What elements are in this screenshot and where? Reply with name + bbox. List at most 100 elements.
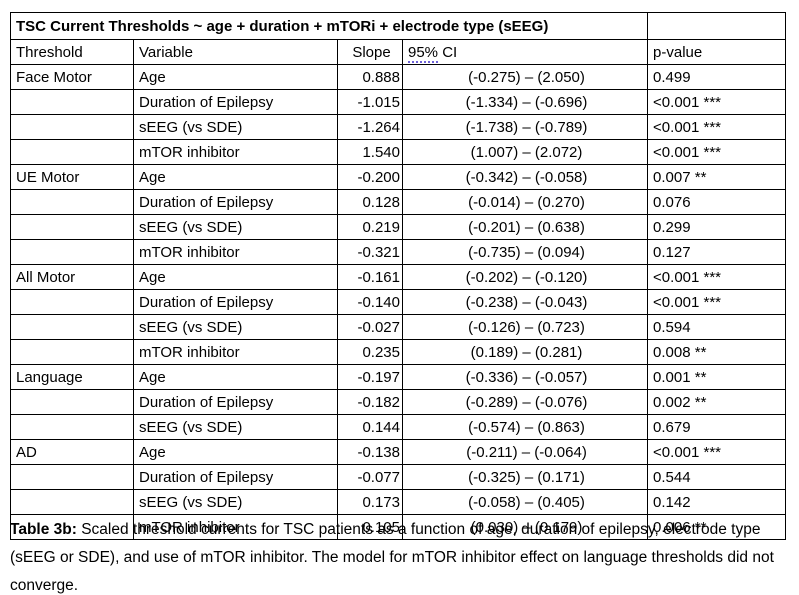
table-row: Duration of Epilepsy 0.128 (-0.014) – (0… bbox=[10, 189, 787, 215]
table-row: sEEG (vs SDE) 0.219 (-0.201) – (0.638) 0… bbox=[10, 214, 787, 240]
slope-cell: -0.182 bbox=[337, 389, 403, 415]
slope-cell: -0.197 bbox=[337, 364, 403, 390]
table-header-row: Threshold Variable Slope 95% CI p-value bbox=[10, 39, 787, 65]
threshold-cell bbox=[10, 114, 134, 140]
threshold-cell: All Motor bbox=[10, 264, 134, 290]
pvalue-cell: 0.679 bbox=[647, 414, 787, 440]
pvalue-cell: 0.007 ** bbox=[647, 164, 787, 190]
variable-cell: Age bbox=[133, 64, 338, 90]
variable-cell: mTOR inhibitor bbox=[133, 139, 338, 165]
threshold-cell bbox=[10, 339, 134, 365]
variable-cell: sEEG (vs SDE) bbox=[133, 489, 338, 515]
table-title: TSC Current Thresholds ~ age + duration … bbox=[9, 12, 649, 40]
variable-cell: sEEG (vs SDE) bbox=[133, 314, 338, 340]
variable-cell: Age bbox=[133, 439, 338, 465]
table-row: All Motor Age -0.161 (-0.202) – (-0.120)… bbox=[10, 264, 787, 290]
variable-cell: sEEG (vs SDE) bbox=[133, 414, 338, 440]
col-header-pvalue: p-value bbox=[647, 39, 787, 65]
threshold-cell bbox=[10, 389, 134, 415]
slope-cell: -0.200 bbox=[337, 164, 403, 190]
threshold-cell bbox=[10, 214, 134, 240]
slope-cell: -0.321 bbox=[337, 239, 403, 265]
pvalue-cell: 0.127 bbox=[647, 239, 787, 265]
results-table: TSC Current Thresholds ~ age + duration … bbox=[9, 12, 787, 540]
table-row: UE Motor Age -0.200 (-0.342) – (-0.058) … bbox=[10, 164, 787, 190]
threshold-cell bbox=[10, 139, 134, 165]
ci-cell: (-0.211) – (-0.064) bbox=[401, 439, 649, 465]
variable-cell: Duration of Epilepsy bbox=[133, 89, 338, 115]
slope-cell: -1.264 bbox=[337, 114, 403, 140]
table-row: mTOR inhibitor 0.235 (0.189) – (0.281) 0… bbox=[10, 339, 787, 365]
ci-underlined-text: 95% bbox=[408, 43, 439, 63]
pvalue-cell: 0.499 bbox=[647, 64, 787, 90]
pvalue-cell: <0.001 *** bbox=[647, 439, 787, 465]
variable-cell: mTOR inhibitor bbox=[133, 239, 338, 265]
threshold-cell: Face Motor bbox=[10, 64, 134, 90]
ci-cell: (-0.201) – (0.638) bbox=[401, 214, 649, 240]
pvalue-cell: 0.008 ** bbox=[647, 339, 787, 365]
col-header-variable: Variable bbox=[133, 39, 338, 65]
variable-cell: sEEG (vs SDE) bbox=[133, 214, 338, 240]
ci-cell: (-1.738) – (-0.789) bbox=[401, 114, 649, 140]
table-row: Language Age -0.197 (-0.336) – (-0.057) … bbox=[10, 364, 787, 390]
threshold-cell: Language bbox=[10, 364, 134, 390]
ci-cell: (-0.202) – (-0.120) bbox=[401, 264, 649, 290]
table-row: sEEG (vs SDE) -0.027 (-0.126) – (0.723) … bbox=[10, 314, 787, 340]
ci-cell: (0.030) – (0.179) bbox=[401, 514, 649, 540]
slope-cell: 0.105 bbox=[337, 514, 403, 540]
ci-cell: (-0.342) – (-0.058) bbox=[401, 164, 649, 190]
results-table-container: TSC Current Thresholds ~ age + duration … bbox=[9, 12, 787, 540]
caption-label: Table 3b: bbox=[10, 521, 77, 538]
table-row: sEEG (vs SDE) 0.144 (-0.574) – (0.863) 0… bbox=[10, 414, 787, 440]
slope-cell: 0.888 bbox=[337, 64, 403, 90]
slope-cell: -0.161 bbox=[337, 264, 403, 290]
threshold-cell bbox=[10, 489, 134, 515]
pvalue-cell: 0.002 ** bbox=[647, 389, 787, 415]
table-row: AD Age -0.138 (-0.211) – (-0.064) <0.001… bbox=[10, 439, 787, 465]
variable-cell: Age bbox=[133, 364, 338, 390]
table-row: Duration of Epilepsy -0.077 (-0.325) – (… bbox=[10, 464, 787, 490]
threshold-cell bbox=[10, 189, 134, 215]
slope-cell: 0.235 bbox=[337, 339, 403, 365]
slope-cell: -0.138 bbox=[337, 439, 403, 465]
ci-cell: (-0.126) – (0.723) bbox=[401, 314, 649, 340]
variable-cell: mTOR inhibitor bbox=[133, 339, 338, 365]
col-header-threshold: Threshold bbox=[10, 39, 134, 65]
pvalue-cell: 0.544 bbox=[647, 464, 787, 490]
table-row: sEEG (vs SDE) 0.173 (-0.058) – (0.405) 0… bbox=[10, 489, 787, 515]
threshold-cell bbox=[10, 414, 134, 440]
table-row: Duration of Epilepsy -1.015 (-1.334) – (… bbox=[10, 89, 787, 115]
ci-cell: (-0.289) – (-0.076) bbox=[401, 389, 649, 415]
pvalue-cell: 0.006 ** bbox=[647, 514, 787, 540]
variable-cell: Age bbox=[133, 164, 338, 190]
pvalue-cell: 0.299 bbox=[647, 214, 787, 240]
table-row: Duration of Epilepsy -0.140 (-0.238) – (… bbox=[10, 289, 787, 315]
slope-cell: -1.015 bbox=[337, 89, 403, 115]
ci-cell: (-0.014) – (0.270) bbox=[401, 189, 649, 215]
ci-cell: (-1.334) – (-0.696) bbox=[401, 89, 649, 115]
ci-cell: (-0.238) – (-0.043) bbox=[401, 289, 649, 315]
variable-cell: Duration of Epilepsy bbox=[133, 389, 338, 415]
slope-cell: -0.027 bbox=[337, 314, 403, 340]
ci-cell: (0.189) – (0.281) bbox=[401, 339, 649, 365]
table-row: sEEG (vs SDE) -1.264 (-1.738) – (-0.789)… bbox=[10, 114, 787, 140]
pvalue-cell: 0.142 bbox=[647, 489, 787, 515]
ci-cell: (-0.336) – (-0.057) bbox=[401, 364, 649, 390]
pvalue-cell: 0.594 bbox=[647, 314, 787, 340]
variable-cell: Duration of Epilepsy bbox=[133, 464, 338, 490]
pvalue-cell: <0.001 *** bbox=[647, 114, 787, 140]
pvalue-cell: <0.001 *** bbox=[647, 89, 787, 115]
pvalue-cell: <0.001 *** bbox=[647, 264, 787, 290]
pvalue-cell: 0.076 bbox=[647, 189, 787, 215]
threshold-cell bbox=[10, 89, 134, 115]
ci-cell: (-0.275) – (2.050) bbox=[401, 64, 649, 90]
table-row: Duration of Epilepsy -0.182 (-0.289) – (… bbox=[10, 389, 787, 415]
pvalue-cell: 0.001 ** bbox=[647, 364, 787, 390]
threshold-cell bbox=[10, 514, 134, 540]
slope-cell: -0.140 bbox=[337, 289, 403, 315]
ci-cell: (-0.058) – (0.405) bbox=[401, 489, 649, 515]
variable-cell: sEEG (vs SDE) bbox=[133, 114, 338, 140]
table-title-row: TSC Current Thresholds ~ age + duration … bbox=[9, 12, 787, 40]
table-title-empty-cell bbox=[647, 12, 787, 40]
table-row: mTOR inhibitor 1.540 (1.007) – (2.072) <… bbox=[10, 139, 787, 165]
